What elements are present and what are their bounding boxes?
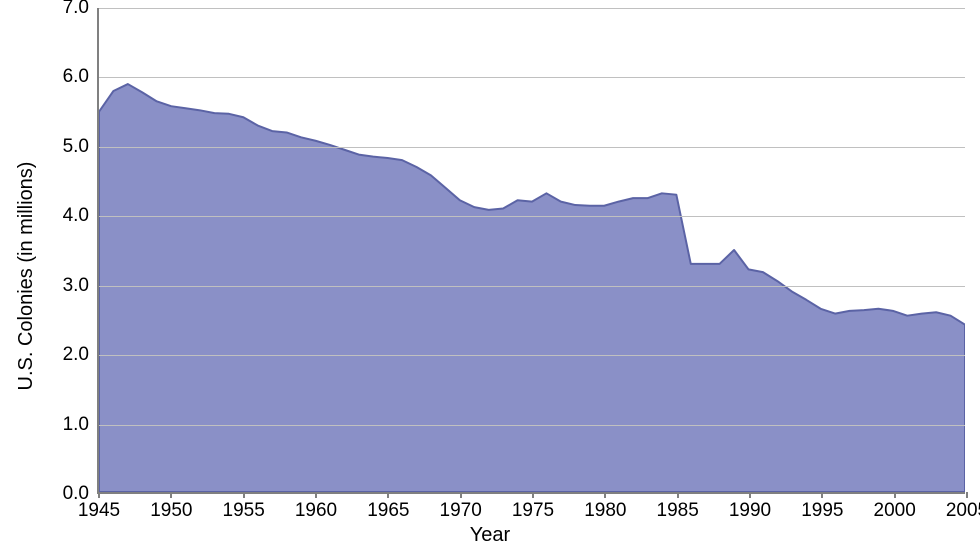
x-tick-label: 2000 [874, 492, 916, 522]
area-series [99, 8, 965, 492]
x-tick-label: 1980 [584, 492, 626, 522]
gridline [99, 77, 965, 78]
x-tick-label: 1975 [512, 492, 554, 522]
x-tick-label: 1970 [440, 492, 482, 522]
y-tick-label: 2.0 [63, 344, 99, 366]
gridline [99, 8, 965, 9]
y-tick-label: 7.0 [63, 0, 99, 19]
x-tick-label: 1990 [729, 492, 771, 522]
gridline [99, 147, 965, 148]
y-tick-label: 5.0 [63, 136, 99, 158]
x-tick-label: 1945 [78, 492, 120, 522]
gridline [99, 355, 965, 356]
y-tick-label: 6.0 [63, 66, 99, 88]
x-tick-label: 1960 [295, 492, 337, 522]
x-axis-title: Year [470, 524, 510, 547]
colonies-area-chart: U.S. Colonies (in millions) Year 0.01.02… [0, 0, 980, 551]
x-tick-label: 1955 [223, 492, 265, 522]
x-tick-label: 1950 [150, 492, 192, 522]
x-tick-label: 1985 [657, 492, 699, 522]
x-tick-label: 1965 [367, 492, 409, 522]
y-tick-label: 1.0 [63, 414, 99, 436]
x-tick-label: 1995 [801, 492, 843, 522]
gridline [99, 286, 965, 287]
gridline [99, 425, 965, 426]
y-tick-label: 4.0 [63, 205, 99, 227]
x-tick-label: 2005 [946, 492, 980, 522]
plot-area: 0.01.02.03.04.05.06.07.01945195019551960… [97, 8, 965, 494]
gridline [99, 216, 965, 217]
y-axis-title: U.S. Colonies (in millions) [15, 161, 38, 390]
y-tick-label: 3.0 [63, 275, 99, 297]
